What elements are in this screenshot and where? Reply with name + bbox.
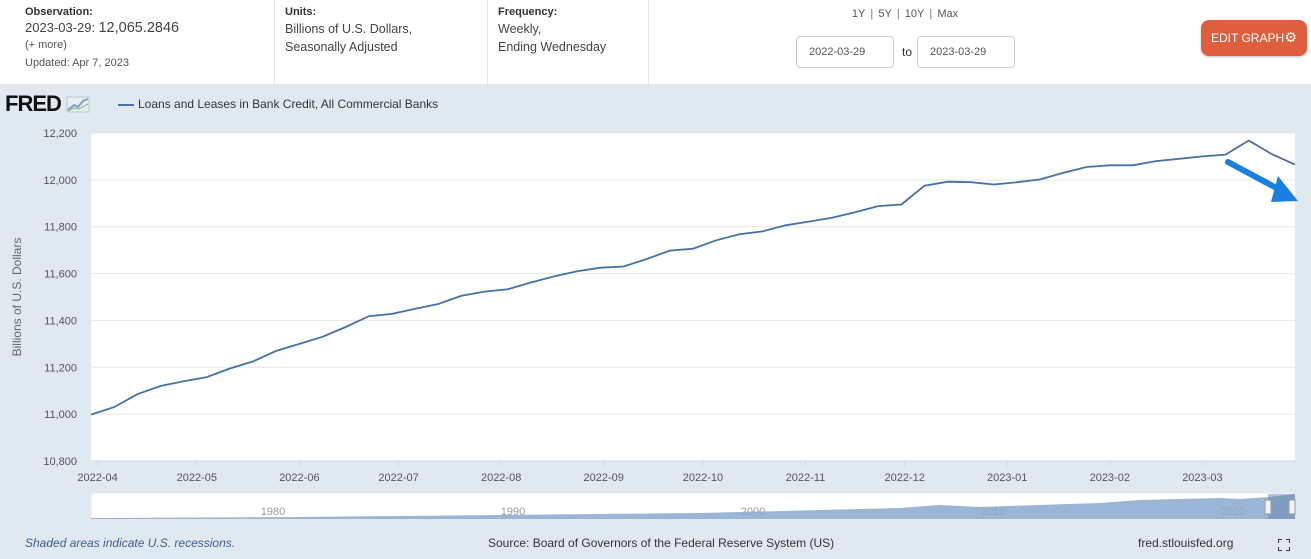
x-tick-label: 2022-10 [683,472,723,484]
x-tick-label: 2023-01 [987,472,1027,484]
gear-icon: ⚙ [1284,29,1297,45]
units-panel: Units: Billions of U.S. Dollars, Seasona… [275,0,488,84]
x-tick-label: 2022-06 [279,472,319,484]
range-5y[interactable]: 5Y [878,8,892,20]
fred-logo-text: FRED [5,91,62,116]
plot-background [91,133,1295,461]
updated-date: Updated: Apr 7, 2023 [25,57,129,69]
y-tick-label: 11,600 [44,269,77,281]
navigator-handle-left[interactable] [1264,499,1272,515]
units-line1: Billions of U.S. Dollars, [285,22,413,36]
x-tick-label: 2022-05 [177,472,217,484]
to-label: to [902,45,913,59]
navigator[interactable]: 19801990200020102020 [90,492,1296,520]
y-tick-label: 11,400 [44,315,77,327]
arrow-head [1271,176,1298,202]
frequency-panel: Frequency: Weekly, Ending Wednesday [488,0,649,84]
series-line[interactable] [90,139,1296,416]
observation-date: 2023-03-29: [25,20,96,35]
range-1y[interactable]: 1Y [851,8,866,20]
x-tick-label: 2022-04 [77,472,117,484]
fred-chart-icon [66,96,90,113]
legend-swatch [118,103,134,106]
observation-value: 12,065.2846 [98,20,180,36]
navigator-handle-right[interactable] [1288,499,1296,515]
fullscreen-icon[interactable] [1278,539,1290,551]
date-to-input[interactable]: 2023-03-29 [917,36,1015,68]
y-tick-label: 11,000 [44,409,77,421]
navigator-area [91,494,1295,519]
x-tick-label: 2022-08 [481,472,521,484]
frequency-label: Frequency: [498,6,558,18]
y-tick-label: 12,200 [43,128,77,140]
x-tick-label: 2022-07 [378,472,418,484]
trend-arrow [1225,159,1298,202]
range-selector: 1Y | 5Y | 10Y | Max [851,8,959,20]
y-axis-ticks: 10,800 11,000 11,200 11,400 11,600 11,800 12,0… [43,128,77,468]
y-tick-label: 11,200 [44,362,77,374]
x-axis-ticks: 2022-04 2022-05 2022-06 2022-07 2022-08 2022-… [77,461,1223,484]
y-tick-label: 11,800 [44,222,77,234]
frequency-line2: Ending Wednesday [498,40,607,54]
navigator-year-label: 1980 [261,506,285,518]
range-max[interactable]: Max [937,8,959,20]
legend[interactable]: Loans and Leases in Bank Credit, All Com… [118,97,438,111]
y-tick-label: 12,000 [43,175,77,187]
units-label: Units: [285,6,317,18]
frequency-line1: Weekly, [498,22,542,36]
x-tick-label: 2022-12 [885,472,925,484]
units-line2: Seasonally Adjusted [285,40,398,54]
edit-graph-button[interactable]: EDIT GRAPH ⚙ [1201,20,1307,56]
top-bar: Observation: 2023-03-29: 12,065.2846 (+ … [0,0,1311,84]
x-tick-label: 2022-09 [584,472,624,484]
x-tick-label: 2022-11 [786,472,826,484]
observation-panel: Observation: 2023-03-29: 12,065.2846 (+ … [0,0,275,84]
fred-logo[interactable]: FRED [5,91,90,117]
x-tick-label: 2023-02 [1090,472,1130,484]
y-tick-label: 10,800 [43,456,77,468]
edit-graph-label: EDIT GRAPH [1211,31,1285,45]
arrow-shaft [1225,159,1287,195]
observation-label: Observation: [25,6,93,18]
recession-note: Shaded areas indicate U.S. recessions. [25,536,236,550]
date-from-input[interactable]: 2022-03-29 [796,36,894,68]
legend-label: Loans and Leases in Bank Credit, All Com… [138,97,439,111]
y-axis-label: Billions of U.S. Dollars [10,238,24,357]
fred-url-link[interactable]: fred.stlouisfed.org [1138,536,1234,550]
source-text: Source: Board of Governors of the Federa… [488,536,835,550]
range-10y[interactable]: 10Y [904,8,925,20]
x-tick-label: 2023-03 [1182,472,1222,484]
more-link[interactable]: (+ more) [25,39,67,51]
